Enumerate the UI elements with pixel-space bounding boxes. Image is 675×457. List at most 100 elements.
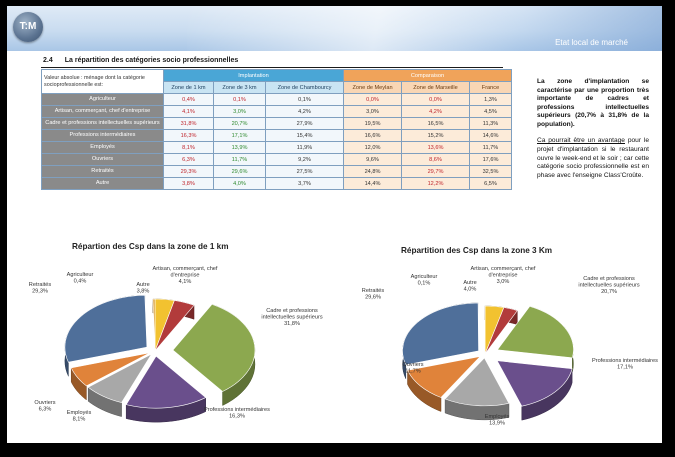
column-header: Zone de 3 km xyxy=(213,81,266,94)
table-cell: 4,2% xyxy=(401,105,470,118)
table-cell: 14,6% xyxy=(469,129,512,142)
table-cell: 29,7% xyxy=(401,165,470,178)
row-label: Cadre et professions intellectuelles sup… xyxy=(41,117,164,130)
table-cell: 16,3% xyxy=(163,129,214,142)
pie-slice-label: Autre 4,0% xyxy=(463,280,476,293)
section-title: La répartition des catégories socio prof… xyxy=(64,57,239,64)
pie-slice-label: Professions intermédiaires 16,3% xyxy=(204,407,270,420)
pie-slice xyxy=(496,360,573,407)
csp-table: Valeur absolue : ménage dont la catégori… xyxy=(41,69,512,190)
pie-slice xyxy=(125,355,207,409)
table-cell: 0,1% xyxy=(213,93,266,106)
analysis-paragraph-2: Ca pourrait être un avantage pour le pro… xyxy=(537,137,649,180)
pie-slice xyxy=(444,357,510,407)
pie-slice-label: Employés 8,1% xyxy=(67,410,92,423)
table-row: Retraités 29,3% 29,6% 27,5% 24,8% 29,7% 32,5% xyxy=(41,165,512,178)
table-cell: 15,4% xyxy=(265,129,344,142)
table-cell: 31,8% xyxy=(163,117,214,130)
pie-slice xyxy=(402,302,479,366)
column-header: Zone de 1 km xyxy=(163,81,214,94)
row-label: Professions intermédiaires xyxy=(41,129,164,142)
row-label: Autre xyxy=(41,177,164,190)
table-row: Employés 8,1% 13,9% 11,9% 12,0% 13,6% 11,7% xyxy=(41,141,512,154)
table-cell: 6,3% xyxy=(163,153,214,166)
table-cell: 32,5% xyxy=(469,165,512,178)
pie-slice xyxy=(496,305,574,359)
table-cell: 13,9% xyxy=(213,141,266,154)
table-cell: 8,6% xyxy=(401,153,470,166)
pie-slice xyxy=(154,300,195,352)
table-cell: 3,7% xyxy=(265,177,344,190)
pie-slice-label: Cadre et professions intellectuelles supé… xyxy=(261,308,322,327)
analysis-highlight: Ca pourrait être un avantage xyxy=(537,137,625,145)
table-cell: 4,2% xyxy=(265,105,344,118)
pie-slice-label: Cadre et professions intellectuelles supé… xyxy=(578,276,639,295)
pie-slice xyxy=(172,304,256,392)
analysis-text: La zone d'implantation se caractérise pa… xyxy=(537,78,649,180)
table-cell: 0,1% xyxy=(265,93,344,106)
table-cell: 29,6% xyxy=(213,165,266,178)
table-row: Agriculteur 0,4% 0,1% 0,1% 0,0% 0,0% 1,3% xyxy=(41,93,512,106)
table-cell: 19,5% xyxy=(343,117,402,130)
pie-slice-label: Employés 13,9% xyxy=(485,414,510,427)
header-title: Etat local de marché xyxy=(555,38,628,47)
row-label: Artisan, commerçant, chef d'entreprise xyxy=(41,105,164,118)
pie-slice xyxy=(152,298,156,352)
table-cell: 0,4% xyxy=(163,93,214,106)
pie-slice-label: Ouvriers 11,7% xyxy=(402,362,423,375)
pie-slice-label: Artisan, commerçant, chef d'entreprise 3,0… xyxy=(471,266,536,285)
table-cell: 14,4% xyxy=(343,177,402,190)
table-cell: 13,6% xyxy=(401,141,470,154)
pie-slice-label: Retraités 29,3% xyxy=(29,282,52,295)
pie-slice xyxy=(87,353,153,403)
table-cell: 11,3% xyxy=(469,117,512,130)
row-label: Ouvriers xyxy=(41,153,164,166)
group-header-comparaison: Comparaison xyxy=(343,69,512,82)
table-cell: 16,6% xyxy=(343,129,402,142)
table-cell: 16,5% xyxy=(401,117,470,130)
pie-slice-label: Retraités 29,6% xyxy=(362,288,385,301)
pie-slice-label: Agriculteur 0,1% xyxy=(411,274,438,287)
page-header: T:M Etat local de marché xyxy=(7,6,662,51)
table-cell: 4,5% xyxy=(469,105,512,118)
analysis-text-end: . xyxy=(641,171,644,179)
table-cell: 12,0% xyxy=(343,141,402,154)
pie-chart-3km: Autre 4,0%Artisan, commerçant, chef d'entr… xyxy=(362,266,658,427)
table-cell: 9,2% xyxy=(265,153,344,166)
table-row: Artisan, commerçant, chef d'entreprise 4,… xyxy=(41,105,512,118)
chart-title-1km: Répartion des Csp dans la zone de 1 km xyxy=(72,242,229,251)
row-label: Employés xyxy=(41,141,164,154)
table-cell: 3,8% xyxy=(163,177,214,190)
table-caption: Valeur absolue : ménage dont la catégori… xyxy=(41,69,164,94)
company-logo: T:M xyxy=(13,12,43,42)
group-header-implantation: Implantation xyxy=(163,69,344,82)
table-row: Autre 3,8% 4,0% 3,7% 14,4% 12,2% 6,5% xyxy=(41,177,512,190)
section-number: 2.4 xyxy=(43,57,53,64)
header-decoration xyxy=(187,6,662,51)
pie-slice xyxy=(70,352,150,387)
table-cell: 27,5% xyxy=(265,165,344,178)
document-page: T:M Etat local de marché 2.4 La répartiti… xyxy=(7,6,662,443)
table-cell: 11,7% xyxy=(469,141,512,154)
pie-slice-label: Professions intermédiaires 17,1% xyxy=(592,358,658,371)
table-cell: 3,0% xyxy=(343,105,402,118)
table-cell: 24,8% xyxy=(343,165,402,178)
column-header: Zone de Meylan xyxy=(343,81,402,94)
table-cell: 4,0% xyxy=(213,177,266,190)
pie-slice xyxy=(64,294,148,363)
section-heading: 2.4 La répartition des catégories socio p… xyxy=(43,57,250,64)
table-cell: 0,0% xyxy=(343,93,402,106)
analysis-paragraph-1: La zone d'implantation se caractérise pa… xyxy=(537,78,649,128)
table-row: Cadre et professions intellectuelles sup… xyxy=(41,117,512,130)
table-cell: 11,7% xyxy=(213,153,266,166)
table-cell: 12,2% xyxy=(401,177,470,190)
brand-name: Class'Croûte xyxy=(603,171,642,179)
pie-slice-label: Agriculteur 0,4% xyxy=(67,272,94,285)
table-cell: 9,6% xyxy=(343,153,402,166)
analysis-text-body: pour le projet d'implantation si le rest… xyxy=(537,137,649,179)
table-cell: 27,9% xyxy=(265,117,344,130)
table-cell: 3,0% xyxy=(213,105,266,118)
table-cell: 17,1% xyxy=(213,129,266,142)
table-cell: 15,2% xyxy=(401,129,470,142)
table-cell: 17,6% xyxy=(469,153,512,166)
